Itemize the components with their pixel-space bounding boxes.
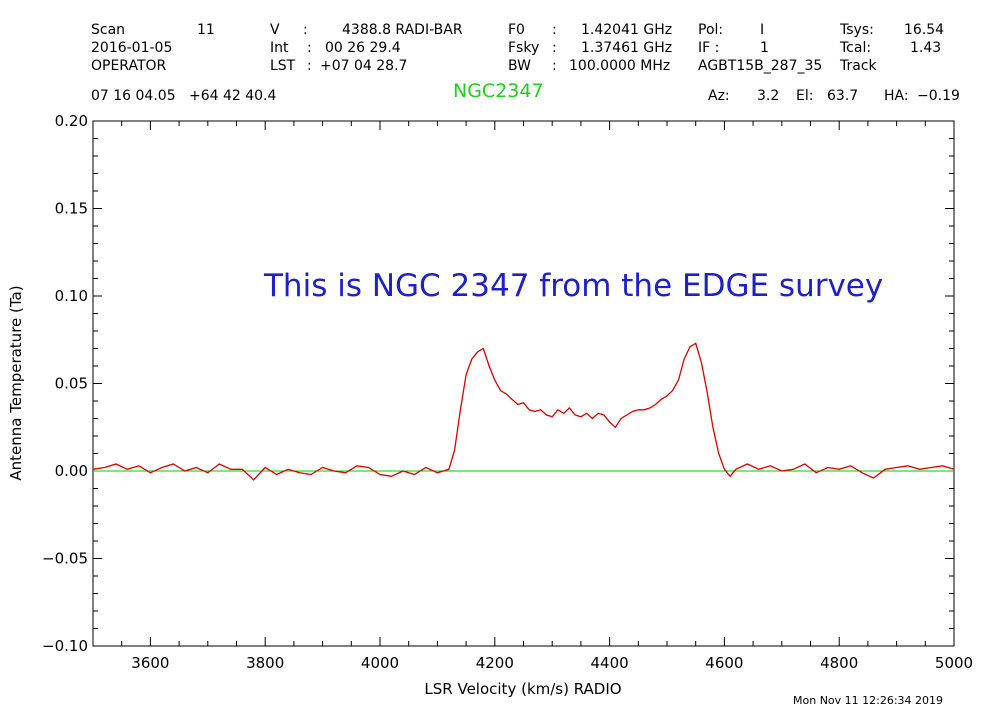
- lst-label: LST: [270, 58, 296, 74]
- pol-label: Pol:: [698, 22, 724, 38]
- int-value: 00 26 29.4: [325, 40, 401, 56]
- x-tick-label: 4800: [820, 654, 858, 672]
- x-tick-label: 4200: [476, 654, 514, 672]
- velocity-label: V: [270, 22, 280, 38]
- y-tick-label: 0.20: [55, 112, 88, 130]
- chart-annotation: This is NGC 2347 from the EDGE survey: [263, 268, 883, 304]
- lst-value: +07 04 28.7: [320, 58, 408, 74]
- fsky-label: Fsky: [508, 40, 540, 56]
- project-id: AGBT15B_287_35: [698, 58, 823, 74]
- tsys-label: Tsys:: [840, 22, 874, 38]
- y-tick-label: 0.05: [55, 375, 88, 393]
- x-tick-label: 4000: [361, 654, 399, 672]
- x-tick-label: 3800: [246, 654, 284, 672]
- scan-value: 11: [197, 22, 215, 38]
- if-label: IF :: [698, 40, 720, 56]
- if-value: 1: [760, 40, 769, 56]
- y-axis-title: Antenna Temperature (Ta): [7, 285, 25, 480]
- object-name: NGC2347: [453, 80, 544, 102]
- f0-value: 1.42041 GHz: [581, 22, 673, 38]
- ha-label: HA:: [884, 88, 909, 104]
- obs-date: 2016-01-05: [91, 40, 173, 56]
- pol-value: I: [760, 22, 765, 38]
- y-tick-label: 0.00: [55, 462, 88, 480]
- y-tick-label: −0.10: [42, 637, 88, 655]
- velocity-value: 4388.8 RADI-BAR: [342, 22, 463, 38]
- spectrum-line: [92, 342, 955, 481]
- tcal-value: 1.43: [910, 40, 942, 56]
- bw-label: BW: [508, 58, 531, 74]
- az-value: 3.2: [757, 88, 780, 104]
- y-tick-label: 0.10: [55, 287, 88, 305]
- x-tick-label: 4400: [591, 654, 629, 672]
- el-label: El:: [796, 88, 814, 104]
- plot-frame: [92, 120, 955, 647]
- x-axis-title: LSR Velocity (km/s) RADIO: [424, 680, 621, 698]
- tsys-value: 16.54: [904, 22, 945, 38]
- operator: OPERATOR: [91, 58, 167, 74]
- tcal-label: Tcal:: [840, 40, 872, 56]
- ha-value: −0.19: [917, 88, 960, 104]
- int-label: Int: [270, 40, 289, 56]
- el-value: 63.7: [827, 88, 859, 104]
- fsky-value: 1.37461 GHz: [581, 40, 673, 56]
- y-tick-label: 0.15: [55, 200, 88, 218]
- scan-label: Scan: [91, 22, 126, 38]
- bw-value: 100.0000 MHz: [569, 58, 671, 74]
- plot-timestamp: Mon Nov 11 12:26:34 2019: [793, 694, 944, 707]
- x-tick-label: 4600: [705, 654, 743, 672]
- x-tick-label: 3600: [131, 654, 169, 672]
- x-tick-label: 5000: [935, 654, 973, 672]
- f0-label: F0: [508, 22, 525, 38]
- axis-ticks: [92, 120, 955, 647]
- az-label: Az:: [708, 88, 730, 104]
- axis-tick-labels: 3600 3800 4000 4200 4400 4600 4800 5000 0.20 0.15…: [42, 112, 973, 672]
- coordinates: 07 16 04.05 +64 42 40.4: [91, 88, 277, 104]
- y-tick-label: −0.05: [42, 550, 88, 568]
- obs-mode: Track: [840, 58, 877, 74]
